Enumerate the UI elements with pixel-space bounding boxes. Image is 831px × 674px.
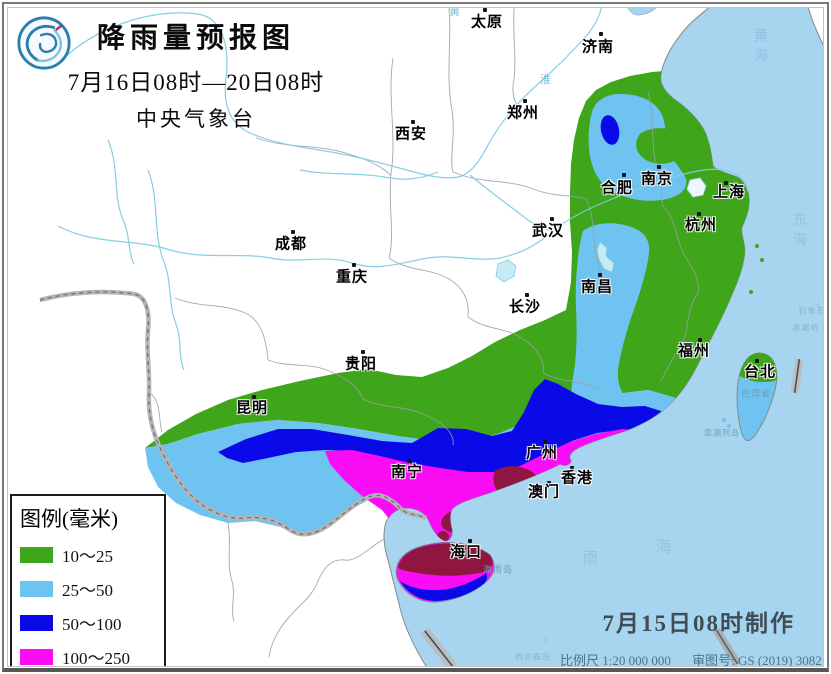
legend-title: 图例(毫米)	[20, 507, 118, 531]
rain-green-island	[636, 128, 687, 164]
legend-item: 50～100	[20, 610, 156, 635]
map-scale: 比例尺 1:20 000 000	[560, 653, 671, 668]
legend-label: 25～50	[62, 581, 113, 600]
legend-swatch	[20, 546, 53, 563]
legend-label: 100～250	[62, 649, 130, 668]
jinsha-river	[147, 169, 185, 371]
boundary-bar-southeast	[713, 627, 741, 667]
han-river	[469, 174, 553, 231]
rainfall-bands	[145, 70, 777, 601]
lancang-river	[107, 139, 135, 265]
dongting-lake	[495, 259, 517, 283]
legend-swatch	[20, 648, 53, 665]
frame-margin	[0, 667, 831, 674]
legend-swatch	[20, 614, 53, 631]
poyang-lake	[596, 241, 615, 273]
international-border	[39, 289, 428, 537]
frame-margin	[823, 0, 831, 674]
rain-blue-ellipse	[600, 115, 620, 145]
taihu-lake	[686, 177, 707, 198]
frame-margin	[0, 0, 8, 674]
cma-logo-icon	[17, 16, 71, 70]
page-title: 降雨量预报图	[96, 23, 295, 54]
map-header: 降雨量预报图 7月16日08时—20日08时 中央气象台	[0, 16, 392, 133]
legend-swatch	[20, 580, 53, 597]
boundary-bar-taiwan-east	[790, 358, 804, 394]
forecast-period: 7月16日08时—20日08时	[67, 70, 325, 95]
rain-band-25-50-jiangxi	[570, 223, 670, 428]
legend-label: 50～100	[62, 615, 122, 634]
rivers	[57, 5, 749, 371]
yellow-river	[61, 5, 603, 179]
rain-250-hainan	[398, 543, 493, 576]
wei-river	[299, 169, 439, 180]
rain-10-25-taiwan	[738, 350, 777, 383]
legend-item: 100～250	[20, 644, 156, 669]
legend-item: 10～25	[20, 542, 156, 567]
production-time: 7月15日08时制作	[602, 611, 795, 636]
legend-item: 25～50	[20, 576, 156, 601]
lakes	[495, 177, 707, 283]
rain-50-100-hainan	[400, 573, 487, 601]
frame-margin	[0, 0, 831, 8]
agency-name: 中央气象台	[136, 107, 256, 131]
province-borders	[148, 0, 699, 658]
yangtze-river	[57, 168, 749, 268]
legend-label: 10～25	[62, 547, 113, 566]
boundary-bar-southwest	[420, 627, 458, 671]
map-meta: 比例尺 1:20 000 000 审图号: GS (2019) 3082号	[560, 650, 831, 669]
map-approval-number: 审图号: GS (2019) 3082号	[692, 653, 831, 668]
